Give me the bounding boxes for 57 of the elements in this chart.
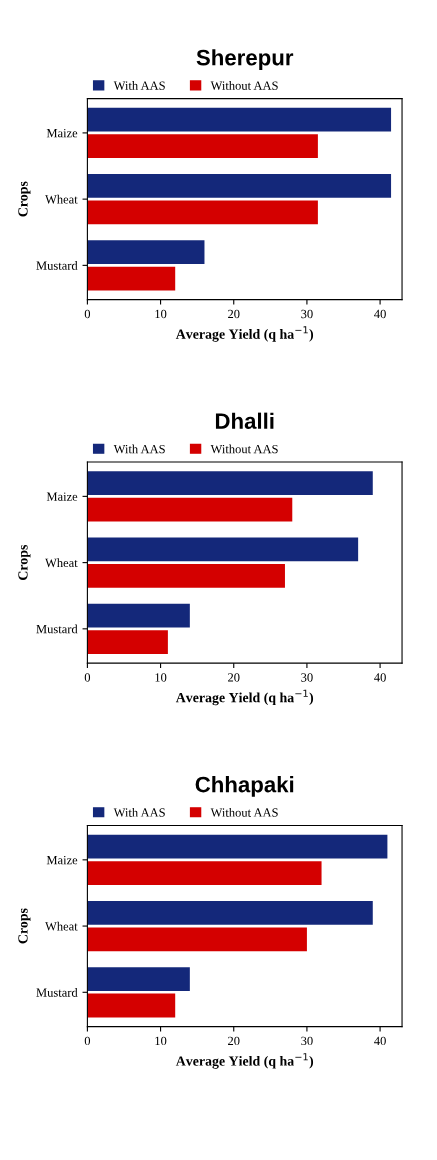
y-tick-label: Mustard [36,624,78,634]
bar [87,266,176,291]
bar [87,200,318,225]
y-tick-label: Maize [46,855,78,865]
chart-title: Chhapaki [195,776,294,797]
legend-label: With AAS [113,444,165,454]
chart-title: Sherepur [196,49,294,70]
x-tick-label: 20 [228,309,240,319]
x-tick-label: 40 [374,673,386,682]
y-tick-label: Maize [46,128,78,138]
x-tick-label: 20 [228,673,240,682]
bar [87,471,373,496]
x-tick-label: 40 [374,1036,386,1046]
legend-label: Without AAS [210,81,278,90]
legend-label: With AAS [113,807,165,817]
x-axis-title: Average Yield (q ha$^{−1}$) [175,326,314,342]
bar [87,603,190,628]
x-tick-label: 0 [84,673,91,682]
legend-label: Without AAS [210,807,278,817]
y-axis-title: Crops [18,544,31,580]
chart-title: Dhalli [215,412,274,429]
bar [87,240,205,265]
bar [87,967,190,991]
y-tick-label: Wheat [45,558,78,568]
y-tick-label: Mustard [36,261,78,270]
x-tick-label: 0 [84,309,91,319]
x-tick-label: 30 [301,673,313,682]
bar [87,630,168,654]
bar [87,497,293,522]
y-tick-label: Mustard [36,987,78,997]
x-axis-title: Average Yield (q ha$^{−1}$) [175,1053,314,1069]
bar [87,927,307,952]
y-axis-title: Crops [18,908,31,944]
x-tick-label: 20 [228,1036,240,1046]
bar [87,537,359,562]
legend-label: With AAS [113,81,165,90]
x-axis-title: Average Yield (q ha$^{−1}$) [175,689,314,706]
x-tick-label: 40 [374,309,386,319]
y-tick-label: Wheat [45,194,78,204]
x-tick-label: 30 [301,309,313,319]
y-tick-label: Wheat [45,921,78,931]
x-tick-label: 10 [155,673,167,682]
y-tick-label: Maize [46,492,78,501]
bar [87,134,318,159]
legend-label: Without AAS [210,444,278,454]
bar [87,173,392,198]
y-axis-title: Crops [18,181,31,217]
bar [87,900,373,925]
x-tick-label: 0 [84,1036,91,1046]
bar [87,834,388,859]
bar [87,993,176,1018]
x-tick-label: 30 [301,1036,313,1046]
bar [87,861,322,886]
x-tick-label: 10 [155,1036,167,1046]
bar [87,563,285,588]
bar [87,107,392,132]
x-tick-label: 10 [155,309,167,319]
